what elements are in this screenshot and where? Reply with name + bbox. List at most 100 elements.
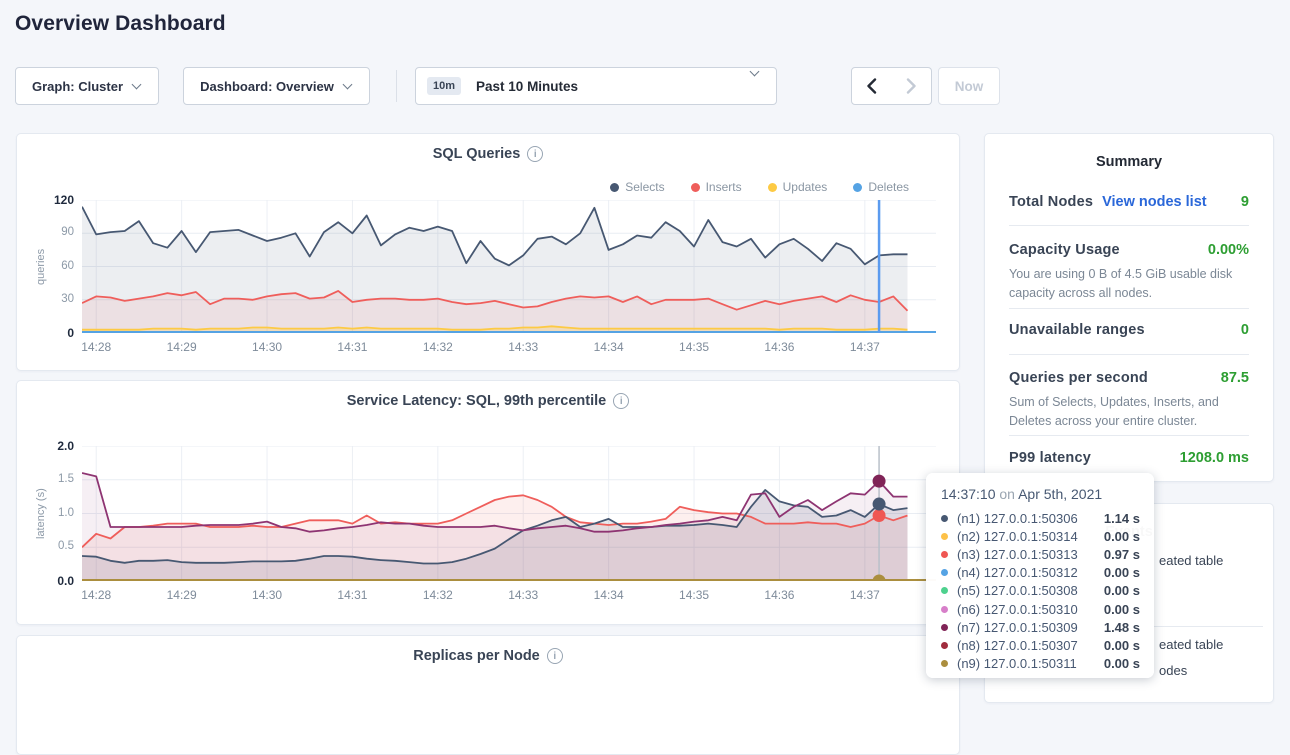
series-color-dot (941, 550, 948, 558)
tooltip-node-value: 0.00 s (1103, 528, 1140, 544)
x-axis-tick: 14:32 (422, 340, 453, 354)
legend-item-inserts[interactable]: Inserts (690, 180, 742, 194)
divider (1009, 354, 1249, 355)
divider (1009, 308, 1249, 309)
y-axis-tick: 60 (61, 259, 74, 272)
x-axis-tick: 14:31 (337, 340, 368, 354)
x-axis-tick: 14:29 (166, 340, 197, 354)
legend-dot (610, 182, 620, 192)
tooltip-row: (n2) 127.0.0.1:50314 0.00 s (941, 527, 1140, 545)
summary-panel: Summary Total Nodes View nodes list 9 Ca… (984, 133, 1274, 482)
tooltip-node-value: 0.97 s (1103, 546, 1140, 562)
dashboard-dropdown[interactable]: Dashboard: Overview (183, 67, 370, 105)
info-icon[interactable]: i (527, 146, 544, 162)
series-color-dot (941, 569, 948, 577)
capacity-usage-value: 0.00% (1207, 242, 1249, 258)
latency-plot[interactable] (82, 446, 936, 581)
sql-plot[interactable] (82, 200, 936, 333)
legend-label: Updates (782, 180, 828, 194)
series-color-dot (941, 660, 948, 668)
tooltip-node-label: (n4) 127.0.0.1:50312 (957, 565, 1078, 581)
event-item[interactable]: eated table (1159, 553, 1224, 568)
y-axis-tick: 2.0 (57, 439, 74, 453)
chevron-left-icon (867, 78, 877, 94)
event-item[interactable]: eated table (1159, 637, 1224, 652)
tooltip-node-label: (n9) 127.0.0.1:50311 (957, 656, 1077, 672)
divider (1009, 435, 1249, 436)
service-latency-title: Service Latency: SQL, 99th percentile (346, 393, 607, 409)
x-axis-tick: 14:37 (849, 340, 880, 354)
sql-queries-legend: Selects Inserts Updates Deletes (610, 180, 909, 194)
sql-queries-title: SQL Queries (432, 146, 521, 162)
legend-label: Deletes (868, 180, 909, 194)
legend-dot (853, 182, 863, 192)
y-axis-tick: 30 (61, 292, 74, 305)
legend-item-deletes[interactable]: Deletes (853, 180, 909, 194)
tooltip-node-value: 1.48 s (1103, 619, 1140, 635)
chevron-right-icon (906, 78, 916, 94)
now-button[interactable]: Now (938, 67, 1000, 105)
tooltip-node-value: 0.00 s (1103, 637, 1140, 653)
time-range-badge: 10m (427, 77, 462, 95)
x-axis-tick: 14:35 (679, 340, 710, 354)
tooltip-node-value: 0.00 s (1103, 656, 1140, 672)
info-icon[interactable]: i (546, 648, 563, 664)
y-axis-tick: 1.0 (58, 506, 74, 519)
dashboard-dropdown-label: Dashboard: Overview (200, 78, 334, 94)
y-axis-label: latency (s) (35, 488, 47, 539)
x-axis-tick: 14:31 (337, 588, 368, 602)
tooltip-node-value: 0.00 s (1103, 583, 1140, 599)
legend-dot (690, 182, 700, 192)
y-axis-tick: 120 (53, 193, 74, 207)
tooltip-row: (n6) 127.0.0.1:50310 0.00 s (941, 600, 1140, 618)
time-range-picker[interactable]: 10m Past 10 Minutes (415, 67, 777, 105)
summary-heading: Summary (1095, 154, 1163, 170)
time-prev-button[interactable] (851, 67, 892, 105)
series-color-dot (941, 641, 948, 649)
graph-scope-dropdown[interactable]: Graph: Cluster (15, 67, 159, 105)
series-color-dot (941, 532, 948, 540)
series-color-dot (941, 514, 948, 522)
divider (1009, 225, 1249, 226)
tooltip-node-label: (n8) 127.0.0.1:50307 (957, 637, 1078, 653)
view-nodes-list-link[interactable]: View nodes list (1102, 194, 1207, 210)
y-axis-tick: 0 (67, 326, 74, 340)
y-axis-tick: 0.5 (58, 540, 74, 553)
tooltip-node-label: (n1) 127.0.0.1:50306 (957, 510, 1078, 526)
total-nodes-label: Total Nodes (1009, 194, 1094, 210)
chart-hover-tooltip: 14:37:10 on Apr 5th, 2021 (n1) 127.0.0.1… (926, 473, 1154, 678)
x-axis-tick: 14:36 (764, 588, 795, 602)
legend-label: Inserts (705, 180, 742, 194)
x-axis-tick: 14:29 (166, 588, 197, 602)
tooltip-node-label: (n3) 127.0.0.1:50313 (957, 546, 1078, 562)
tooltip-row: (n1) 127.0.0.1:50306 1.14 s (941, 509, 1140, 527)
queries-per-second-value: 87.5 (1220, 370, 1249, 386)
info-icon[interactable]: i (613, 393, 630, 409)
unavailable-ranges-label: Unavailable ranges (1009, 322, 1145, 338)
y-axis-tick: 0.0 (57, 574, 74, 588)
legend-label: Selects (625, 180, 665, 194)
time-next-button[interactable] (891, 67, 932, 105)
tooltip-row: (n4) 127.0.0.1:50312 0.00 s (941, 564, 1140, 582)
time-range-label: Past 10 Minutes (476, 78, 579, 94)
y-axis-label: queries (35, 248, 47, 285)
x-axis-tick: 14:28 (81, 588, 112, 602)
tooltip-node-label: (n5) 127.0.0.1:50308 (957, 583, 1078, 599)
legend-item-updates[interactable]: Updates (767, 180, 828, 194)
chevron-down-icon (750, 66, 760, 76)
x-axis-tick: 14:33 (508, 340, 539, 354)
series-color-dot (941, 605, 948, 613)
legend-dot (767, 182, 777, 192)
y-axis-tick: 90 (61, 226, 74, 239)
x-axis-tick: 14:30 (252, 588, 283, 602)
replicas-per-node-card: Replicas per Node i (16, 635, 960, 755)
sql-queries-card: SQL Queries i Selects Inserts Updates Delet… (16, 133, 960, 371)
x-axis-tick: 14:35 (679, 588, 710, 602)
tooltip-node-label: (n2) 127.0.0.1:50314 (957, 528, 1078, 544)
graph-scope-dropdown-label: Graph: Cluster (31, 78, 123, 94)
event-item[interactable]: odes (1159, 663, 1188, 678)
legend-item-selects[interactable]: Selects (610, 180, 665, 194)
x-axis-tick: 14:32 (422, 588, 453, 602)
x-axis-tick: 14:36 (764, 340, 795, 354)
tooltip-row: (n7) 127.0.0.1:50309 1.48 s (941, 618, 1140, 636)
